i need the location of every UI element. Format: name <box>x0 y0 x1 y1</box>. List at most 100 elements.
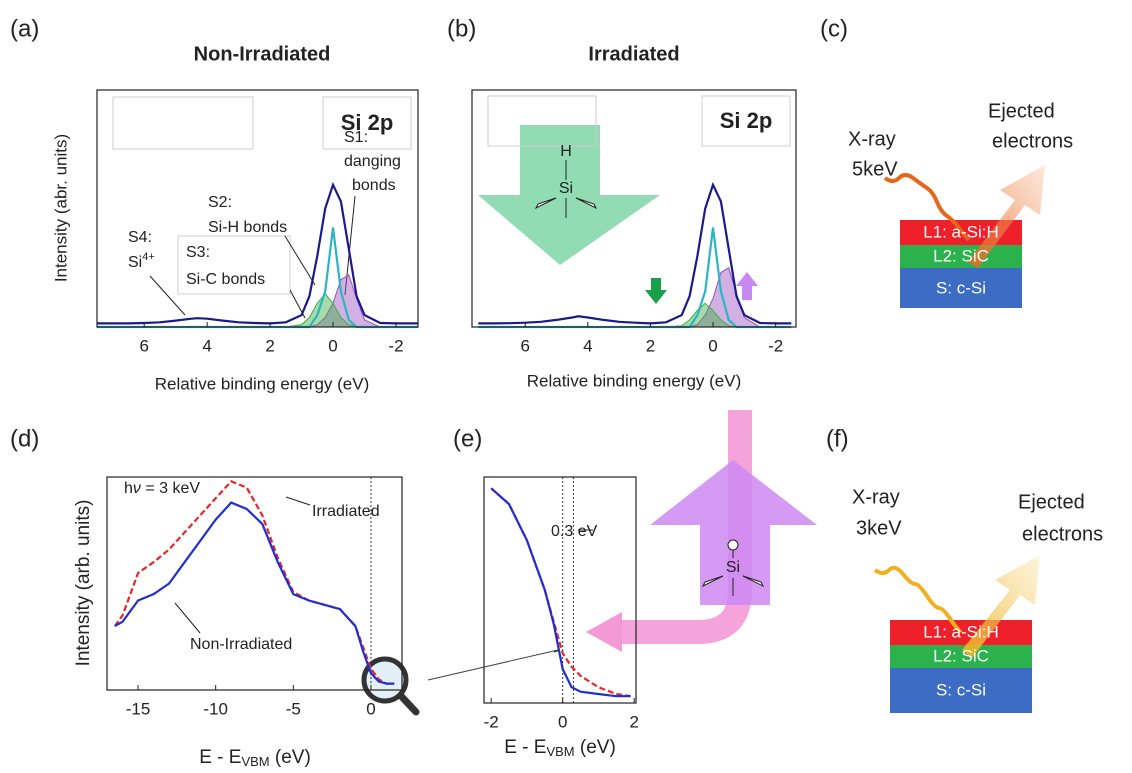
series-line <box>97 181 418 325</box>
decorations <box>361 125 1045 716</box>
down-arrow <box>478 125 660 265</box>
annotation: S4: <box>128 229 152 246</box>
inset-box <box>487 95 597 147</box>
inset-box <box>112 96 254 150</box>
layer-label: L1: a-Si:H <box>923 222 999 241</box>
diagram-label: Ejected <box>1018 491 1085 513</box>
label-box <box>177 235 291 295</box>
layer-l2 <box>890 645 1032 668</box>
label-part: h <box>124 480 133 497</box>
x-tick-label: -10 <box>203 699 228 718</box>
small-down-arrow <box>645 278 667 304</box>
x-tick-label: -2 <box>388 336 403 355</box>
plot-frame <box>471 89 797 328</box>
plots: 6 4 2 0 -2 6 4 2 0 -2 -15 -10 -5 0 -2 0 2 <box>96 89 797 731</box>
annotation: bonds <box>352 177 396 194</box>
leader-lines <box>174 496 593 653</box>
annotation: danging <box>344 153 401 170</box>
bond <box>742 575 765 588</box>
annotation: S3: <box>186 244 210 261</box>
annotation: Si-H bonds <box>208 219 287 236</box>
curved-arrow-head <box>586 612 622 652</box>
x-tick-label: 6 <box>520 336 529 355</box>
xray-wave <box>883 173 971 242</box>
small-up-arrow <box>736 272 758 300</box>
x-axis-label: Relative binding energy (eV) <box>155 374 370 393</box>
series-line <box>478 181 792 325</box>
x-axis-label: E - EVBM (eV) <box>199 747 311 769</box>
y-axis-label: Intensity (arb. units) <box>73 500 94 667</box>
diagram-label: X-ray <box>848 128 896 150</box>
layer-label: L2: SiC <box>933 246 989 265</box>
ejected-arrow <box>968 165 1045 268</box>
x-tick-label: -2 <box>768 336 783 355</box>
bond <box>701 575 724 588</box>
x-tick-label: 4 <box>583 336 592 355</box>
annotation: hν = 3 keV <box>124 480 200 497</box>
x-tick-label: -5 <box>286 699 301 718</box>
annotation: 0.3 eV <box>551 523 598 540</box>
label-sub: VBM <box>241 754 269 769</box>
layer-label: S: c-Si <box>936 278 986 297</box>
series-line <box>490 487 631 698</box>
ejected-arrow <box>962 555 1040 658</box>
x-tick-label: -15 <box>126 699 151 718</box>
annotation: Si 2p <box>341 110 394 135</box>
diagram-label: Ejected <box>988 100 1055 122</box>
label-part: E - E <box>504 737 546 758</box>
layer-label: S: c-Si <box>936 680 986 699</box>
plot-frame <box>483 476 637 704</box>
x-tick-label: 2 <box>629 712 638 731</box>
chart-title: Irradiated <box>588 43 679 65</box>
x-tick-label: 0 <box>558 712 567 731</box>
diagram-label: electrons <box>1022 523 1103 545</box>
label-box <box>322 96 412 150</box>
annotation: Si 2p <box>720 108 773 133</box>
panel-label: (d) <box>10 425 39 452</box>
annotation: Si-C bonds <box>186 271 265 288</box>
x-tick-label: 6 <box>139 336 148 355</box>
label-part: Si <box>128 254 142 271</box>
x-tick-label: 4 <box>202 336 211 355</box>
plot-frame <box>96 89 419 328</box>
label-part: = 3 keV <box>141 480 200 497</box>
bond <box>534 197 557 210</box>
x-tick-label: 0 <box>708 336 717 355</box>
diagram-label: 3keV <box>856 517 902 539</box>
y-axis-label: Intensity (abr. units) <box>51 134 70 282</box>
up-arrow <box>650 460 817 605</box>
layer-l2 <box>900 245 1022 268</box>
label-part: ν <box>133 480 141 497</box>
annotation: S1: <box>344 129 368 146</box>
x-axis-label: Relative binding energy (eV) <box>527 371 742 390</box>
series-label: Irradiated <box>312 503 380 520</box>
x-tick-label: 0 <box>366 699 375 718</box>
atom: Si <box>559 180 573 197</box>
annotation: S2: <box>208 194 232 211</box>
series-label: Non-Irradiated <box>190 636 292 653</box>
label-part: E - E <box>199 747 241 768</box>
panel-label: (e) <box>453 425 482 452</box>
layer-s <box>890 668 1032 713</box>
zoom-line <box>427 649 559 681</box>
xray-wave <box>873 565 963 633</box>
series-line <box>113 479 395 685</box>
chart-title: Non-Irradiated <box>194 43 331 65</box>
x-tick-label: 0 <box>328 336 337 355</box>
atom: Si <box>726 559 740 576</box>
diagram-label: 5keV <box>852 158 898 180</box>
annotation: Si4+ <box>128 251 155 271</box>
layer-label: L1: a-Si:H <box>923 622 999 641</box>
panel-label: (c) <box>820 15 848 42</box>
x-tick-label: 2 <box>265 336 274 355</box>
x-axis-label: E - EVBM (eV) <box>504 737 616 759</box>
label-box <box>701 95 791 147</box>
panel-label: (b) <box>447 15 476 42</box>
series-line <box>114 501 395 685</box>
label-part: (eV) <box>270 747 311 768</box>
layer-l1 <box>890 620 1032 645</box>
radical <box>727 539 739 551</box>
magnifier-handle <box>397 692 420 716</box>
diagram-label: X-ray <box>852 486 900 508</box>
panel-label: (f) <box>826 425 849 452</box>
